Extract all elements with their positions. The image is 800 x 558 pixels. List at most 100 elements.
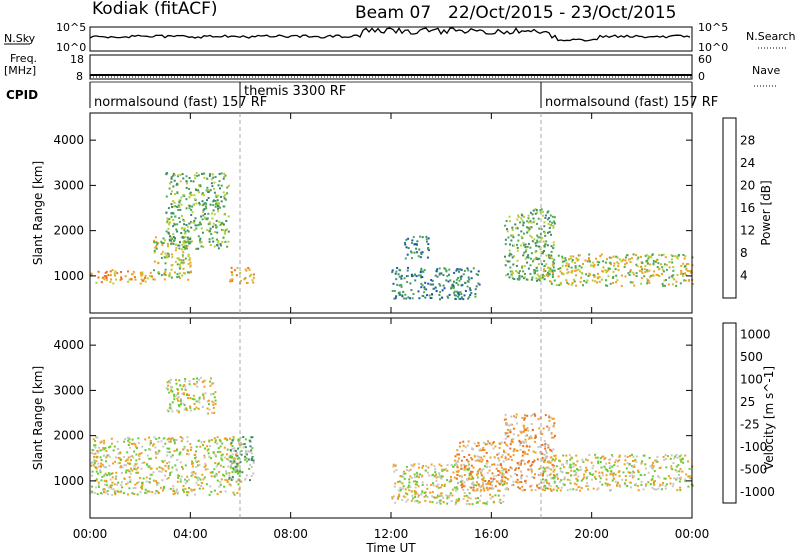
power-echo-cell — [661, 282, 664, 285]
velocity-echo-cell — [610, 454, 613, 457]
power-echo-cell — [411, 297, 414, 300]
power-echo-cell — [600, 253, 603, 256]
velocity-echo-cell — [479, 490, 482, 493]
velocity-echo-cell — [614, 461, 617, 464]
velocity-echo-cell — [204, 379, 207, 382]
power-echo-cell — [205, 207, 208, 210]
velocity-echo-cell — [94, 446, 97, 449]
velocity-echo-cell — [398, 480, 401, 483]
velocity-echo-cell — [439, 486, 442, 489]
velocity-echo-cell — [103, 474, 106, 477]
power-echo-cell — [527, 214, 530, 217]
power-echo-cell — [637, 256, 640, 259]
velocity-echo-cell — [236, 462, 239, 465]
velocity-echo-region — [90, 435, 243, 497]
power-echo-cell — [184, 230, 187, 233]
velocity-echo-cell — [489, 493, 492, 496]
power-echo-cell — [220, 195, 223, 198]
velocity-echo-cell — [627, 471, 630, 474]
power-echo-cell — [223, 195, 225, 198]
velocity-echo-cell — [545, 450, 547, 453]
velocity-echo-cell — [472, 489, 475, 492]
velocity-echo-cell — [157, 452, 160, 455]
power-echo-cell — [190, 214, 193, 216]
power-echo-cell — [179, 263, 181, 266]
power-echo-cell — [515, 264, 518, 267]
power-echo-cell — [524, 272, 526, 275]
power-echo-cell — [651, 254, 654, 256]
velocity-echo-cell — [501, 479, 504, 482]
power-echo-cell — [527, 254, 530, 257]
velocity-echo-cell — [522, 450, 524, 453]
power-echo-cell — [513, 244, 515, 247]
velocity-echo-cell — [195, 382, 198, 385]
velocity-echo-cell — [554, 454, 557, 457]
power-echo-cell — [536, 222, 538, 225]
velocity-echo-cell — [455, 501, 457, 504]
velocity-echo-cell — [499, 483, 501, 486]
velocity-echo-cell — [173, 439, 176, 441]
power-echo-cell — [567, 265, 570, 268]
velocity-echo-cell — [415, 491, 418, 494]
velocity-echo-cell — [572, 465, 575, 468]
power-echo-cell — [648, 282, 651, 284]
power-echo-cell — [144, 276, 147, 279]
velocity-echo-cell — [193, 382, 196, 385]
velocity-echo-cell — [641, 460, 644, 463]
power-echo-cell — [682, 254, 685, 256]
velocity-echo-cell — [100, 479, 103, 482]
power-echo-cell — [526, 256, 529, 259]
velocity-echo-cell — [430, 474, 433, 477]
power-echo-cell — [168, 239, 171, 242]
power-echo-cell — [605, 271, 608, 274]
velocity-echo-cell — [114, 477, 117, 480]
velocity-echo-cell — [404, 472, 407, 475]
power-echo-cell — [140, 278, 143, 281]
velocity-echo-cell — [440, 492, 443, 495]
power-echo-cell — [602, 270, 605, 273]
velocity-echo-cell — [534, 434, 537, 437]
velocity-echo-cell — [152, 471, 155, 474]
velocity-echo-cell — [543, 461, 546, 464]
power-echo-cell — [674, 255, 677, 258]
velocity-echo-cell — [176, 409, 178, 412]
velocity-echo-cell — [472, 482, 475, 485]
power-echo-cell — [170, 212, 173, 215]
velocity-echo-cell — [573, 470, 576, 473]
velocity-echo-cell — [606, 468, 609, 471]
velocity-echo-cell — [126, 458, 129, 461]
velocity-echo-cell — [469, 497, 472, 500]
velocity-echo-cell — [113, 483, 116, 486]
power-echo-cell — [182, 251, 185, 254]
power-echo-cell — [161, 242, 164, 245]
power-echo-cell — [627, 272, 630, 275]
velocity-echo-cell — [500, 474, 503, 477]
velocity-echo-cell — [438, 501, 441, 504]
power-echo-cell — [592, 261, 595, 264]
velocity-echo-cell — [175, 378, 177, 381]
power-echo-cell — [593, 275, 596, 278]
velocity-echo-cell — [110, 437, 113, 440]
velocity-echo-cell — [204, 462, 207, 465]
velocity-echo-cell — [552, 464, 555, 467]
velocity-echo-cell — [548, 461, 551, 464]
power-echo-cell — [185, 207, 188, 210]
velocity-echo-cell — [170, 455, 173, 458]
velocity-echo-cell — [210, 457, 213, 460]
velocity-echo-cell — [461, 486, 464, 489]
velocity-echo-cell — [525, 475, 528, 478]
power-echo-cell — [189, 265, 192, 268]
velocity-echo-cell — [234, 471, 237, 474]
velocity-echo-cell — [541, 474, 544, 477]
velocity-echo-cell — [504, 433, 507, 436]
power-echo-cell — [420, 251, 423, 254]
velocity-echo-cell — [590, 478, 593, 481]
power-echo-cell — [164, 274, 167, 276]
velocity-echo-cell — [426, 471, 429, 474]
power-echo-cell — [411, 239, 414, 242]
power-echo-cell — [392, 282, 395, 285]
velocity-echo-cell — [144, 449, 147, 452]
velocity-echo-cell — [112, 462, 114, 465]
velocity-echo-cell — [560, 486, 563, 489]
power-echo-cell — [181, 274, 184, 277]
